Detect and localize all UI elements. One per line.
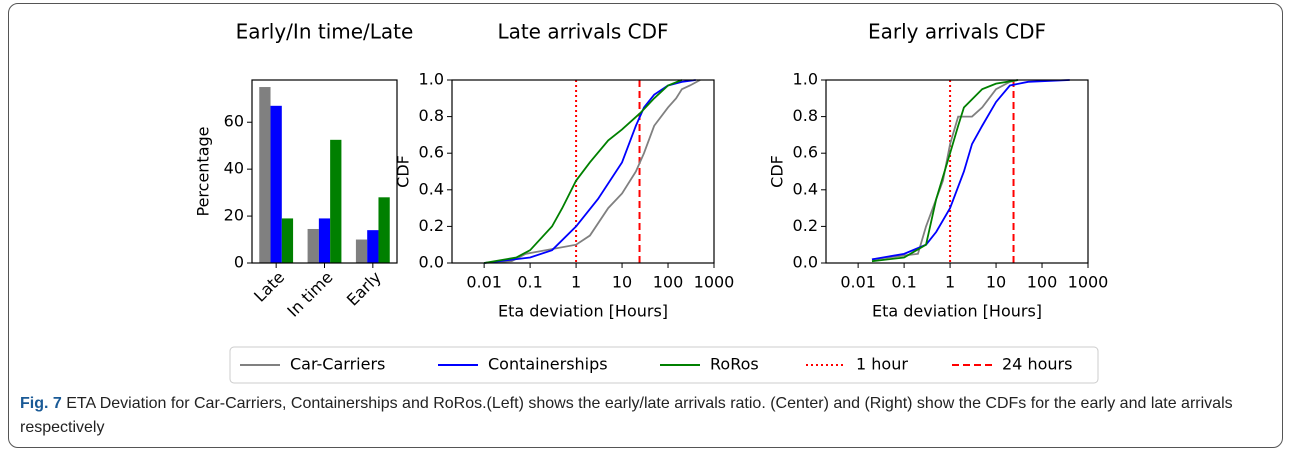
legend-label: Containerships [488, 355, 608, 374]
x-tick-label: 10 [612, 273, 632, 292]
x-tick-label: Late [250, 268, 288, 306]
y-axis-label: Percentage [194, 126, 213, 216]
bar [318, 218, 331, 263]
chart-title: Early arrivals CDF [868, 20, 1046, 44]
x-axis-label: Eta deviation [Hours] [498, 302, 668, 321]
bar [307, 228, 319, 263]
legend-label: 24 hours [1002, 355, 1072, 374]
plot-frame [825, 79, 1089, 264]
plot-frame [451, 79, 715, 264]
y-axis-label: CDF [768, 155, 787, 188]
caption-text: ETA Deviation for Car-Carriers, Containe… [20, 395, 1233, 436]
y-tick-label: 0.2 [419, 216, 444, 235]
y-tick-label: 20 [224, 206, 244, 225]
y-tick-label: 40 [224, 159, 244, 178]
x-tick-label: 0.01 [466, 273, 502, 292]
bar [378, 197, 390, 263]
y-tick-label: 0.0 [793, 253, 818, 272]
caption: Fig. 7 ETA Deviation for Car-Carriers, C… [20, 392, 1270, 440]
bar [330, 139, 342, 263]
x-tick-label: 1 [945, 273, 955, 292]
bar [367, 230, 379, 263]
cdf-line [483, 79, 683, 264]
x-tick-label: 1 [571, 273, 581, 292]
x-tick-label: 0.01 [840, 273, 876, 292]
legend-label: Car-Carriers [290, 355, 385, 374]
y-tick-label: 0.8 [793, 106, 818, 125]
caption-label: Fig. 7 [20, 395, 62, 412]
y-tick-label: 1.0 [793, 70, 818, 89]
x-tick-label: 100 [1027, 273, 1058, 292]
y-axis-label: CDF [394, 155, 413, 188]
plot-frame [251, 79, 398, 264]
chart-title: Early/In time/Late [236, 20, 414, 44]
x-tick-label: 1000 [1068, 273, 1109, 292]
y-tick-label: 0.6 [793, 143, 818, 162]
frame [8, 3, 1283, 448]
y-tick-label: 0.8 [419, 106, 444, 125]
y-tick-label: 1.0 [419, 70, 444, 89]
x-tick-label: 0.1 [517, 273, 542, 292]
x-tick-label: 0.1 [891, 273, 916, 292]
x-tick-label: Early [343, 268, 385, 310]
cdf-line [484, 79, 701, 264]
x-tick-label: 1000 [694, 273, 735, 292]
x-tick-label: 10 [986, 273, 1006, 292]
x-tick-label: In time [283, 268, 336, 321]
bar [281, 218, 294, 263]
y-tick-label: 60 [224, 112, 244, 131]
y-tick-label: 0 [234, 253, 244, 272]
y-tick-label: 0.6 [419, 143, 444, 162]
y-tick-label: 0.4 [419, 179, 444, 198]
y-tick-label: 0.0 [419, 253, 444, 272]
x-tick-label: 100 [653, 273, 684, 292]
x-axis-label: Eta deviation [Hours] [872, 302, 1042, 321]
cdf-line [871, 79, 1070, 261]
cdf-line [871, 79, 1019, 261]
chart-title: Late arrivals CDF [497, 20, 668, 44]
y-tick-label: 0.2 [793, 216, 818, 235]
bar [259, 87, 271, 264]
legend-label: RoRos [710, 355, 759, 374]
bar [355, 239, 368, 263]
cdf-line [871, 79, 1019, 263]
bar [270, 105, 282, 263]
legend-label: 1 hour [856, 355, 908, 374]
y-tick-label: 0.4 [793, 179, 818, 198]
